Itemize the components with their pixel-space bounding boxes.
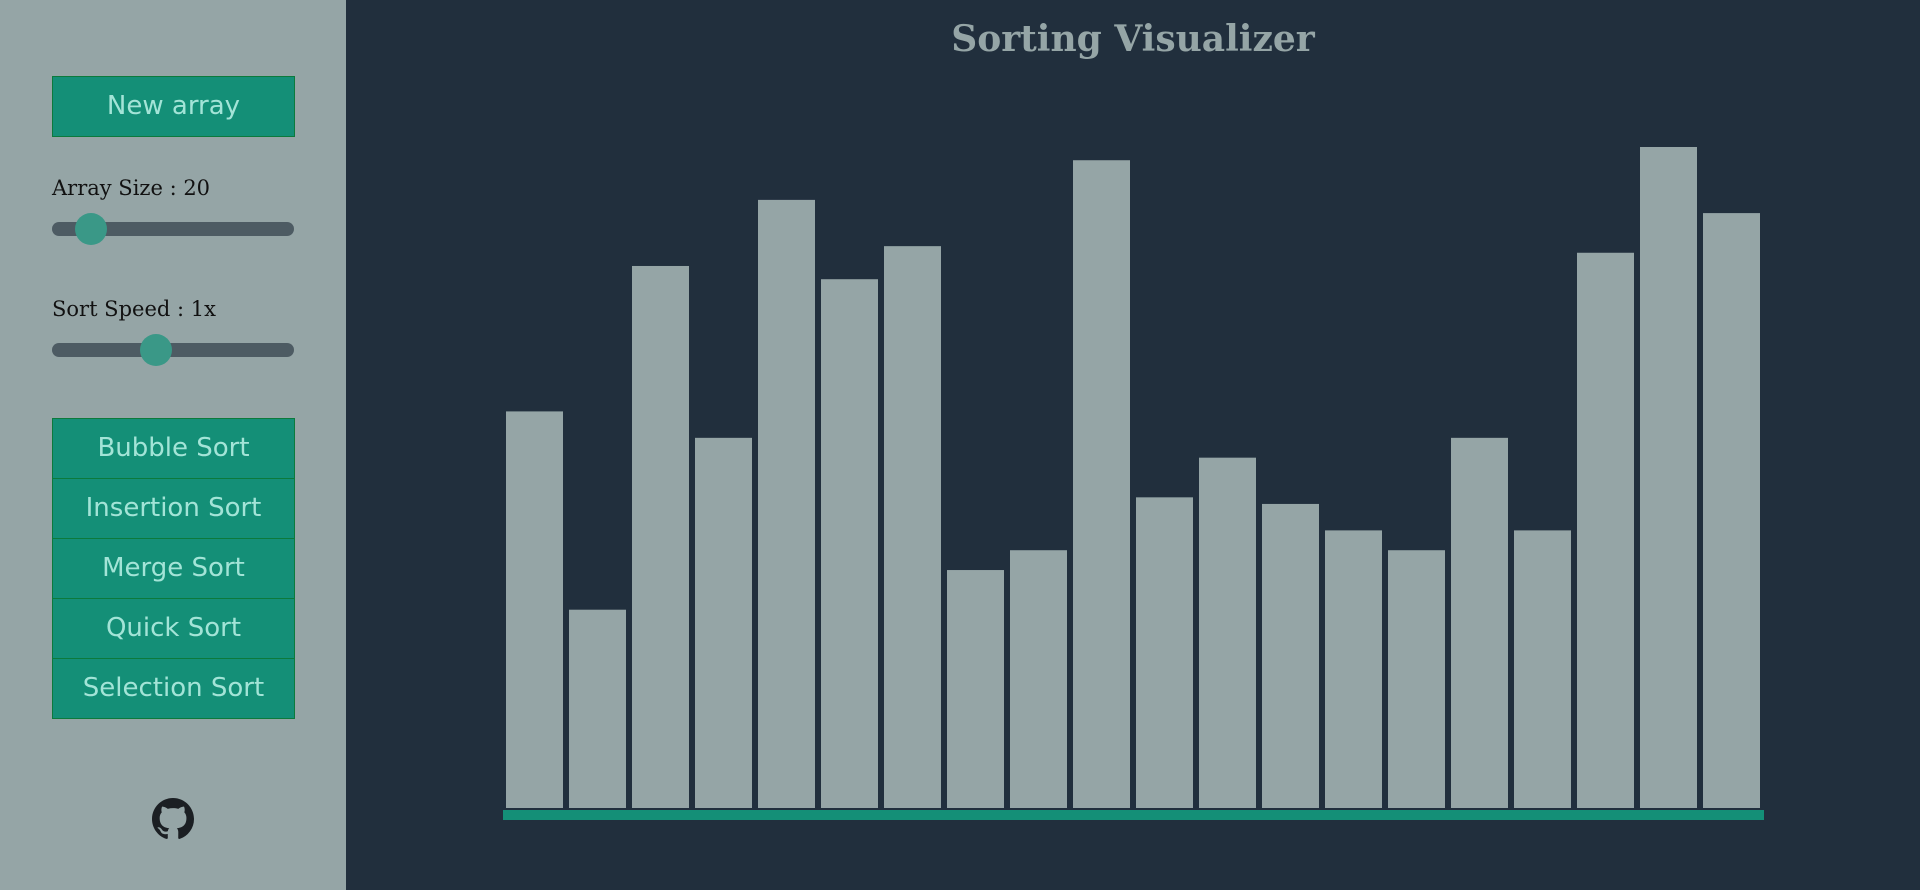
- github-icon[interactable]: [152, 798, 194, 840]
- array-bar: [1451, 437, 1508, 808]
- array-bar: [884, 246, 941, 808]
- array-bar: [1514, 530, 1571, 808]
- chart-baseline: [503, 810, 1764, 820]
- sidebar: New array Array Size : 20 Sort Speed : 1…: [0, 0, 346, 890]
- array-bar: [947, 570, 1004, 808]
- array-size-slider-thumb[interactable]: [74, 213, 107, 245]
- merge-sort-button[interactable]: Merge Sort: [52, 538, 295, 599]
- array-bar: [506, 411, 563, 808]
- array-bar: [1703, 213, 1760, 809]
- insertion-sort-button[interactable]: Insertion Sort: [52, 478, 295, 539]
- array-bar: [1325, 530, 1382, 808]
- sort-algorithm-buttons: Bubble Sort Insertion Sort Merge Sort Qu…: [52, 418, 295, 719]
- array-bar: [1073, 160, 1130, 809]
- main-panel: Sorting Visualizer: [346, 0, 1920, 890]
- array-bar: [758, 199, 815, 808]
- selection-sort-button[interactable]: Selection Sort: [52, 658, 295, 719]
- array-bar: [569, 609, 626, 808]
- array-bar: [695, 437, 752, 808]
- array-bar: [632, 265, 689, 809]
- github-icon-svg: [152, 798, 194, 839]
- sort-speed-slider-thumb[interactable]: [140, 334, 173, 366]
- array-size-label: Array Size : 20: [52, 176, 211, 200]
- sort-speed-label: Sort Speed : 1x: [52, 297, 216, 321]
- array-bars-chart: [506, 147, 1760, 809]
- array-bar: [1010, 550, 1067, 808]
- array-bar: [1577, 252, 1634, 808]
- new-array-button[interactable]: New array: [52, 76, 295, 137]
- sort-speed-slider[interactable]: [52, 334, 294, 366]
- array-bar: [1136, 497, 1193, 808]
- quick-sort-button[interactable]: Quick Sort: [52, 598, 295, 659]
- bubble-sort-button[interactable]: Bubble Sort: [52, 418, 295, 479]
- page-title: Sorting Visualizer: [951, 18, 1315, 60]
- array-size-slider[interactable]: [52, 213, 294, 245]
- array-bar: [1262, 503, 1319, 808]
- array-bar: [821, 279, 878, 808]
- array-bar: [1199, 457, 1256, 808]
- array-bar: [1640, 147, 1697, 808]
- array-bar: [1388, 550, 1445, 808]
